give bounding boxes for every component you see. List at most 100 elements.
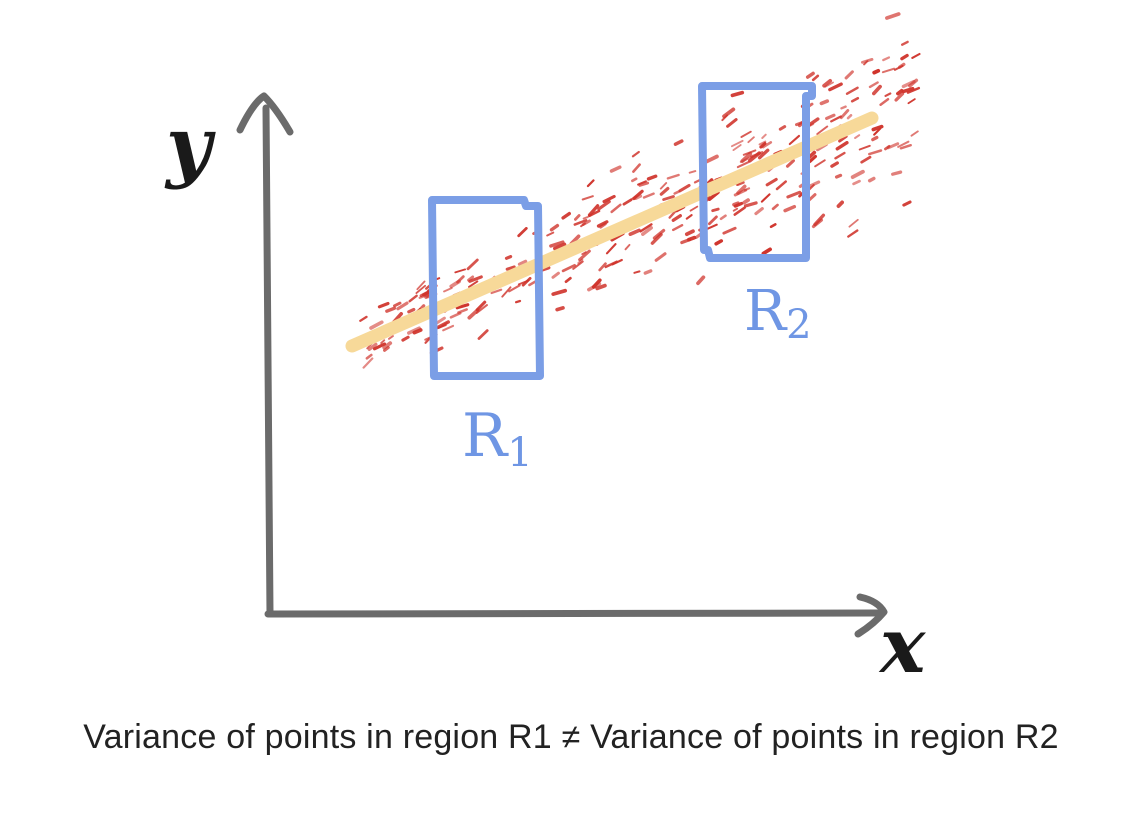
data-point bbox=[894, 92, 905, 102]
data-point bbox=[654, 252, 667, 262]
data-point bbox=[599, 222, 607, 229]
data-point bbox=[881, 67, 895, 74]
data-point bbox=[632, 189, 644, 201]
data-point bbox=[834, 151, 846, 160]
data-point bbox=[546, 231, 555, 237]
data-point bbox=[408, 294, 418, 303]
data-point bbox=[730, 90, 745, 98]
data-point bbox=[685, 214, 693, 220]
data-point bbox=[505, 265, 516, 271]
data-point bbox=[564, 276, 572, 284]
data-point bbox=[561, 263, 576, 273]
data-point bbox=[901, 86, 915, 94]
data-point bbox=[551, 288, 568, 296]
data-point bbox=[696, 275, 706, 286]
data-point bbox=[867, 176, 876, 183]
data-point bbox=[884, 144, 891, 151]
data-point bbox=[587, 281, 602, 292]
data-point bbox=[553, 242, 567, 251]
data-point bbox=[639, 223, 653, 233]
data-point bbox=[819, 99, 830, 106]
data-point bbox=[743, 201, 758, 208]
data-point bbox=[415, 284, 427, 295]
data-point bbox=[811, 218, 824, 229]
data-point bbox=[680, 237, 692, 245]
data-point bbox=[449, 311, 462, 319]
data-point bbox=[396, 301, 409, 311]
data-point bbox=[873, 127, 882, 136]
data-point bbox=[757, 148, 770, 160]
data-point bbox=[714, 239, 724, 246]
data-point bbox=[805, 71, 815, 79]
data-point bbox=[678, 183, 691, 193]
data-point bbox=[611, 258, 623, 266]
data-point bbox=[501, 286, 512, 298]
data-point bbox=[816, 125, 829, 135]
caption: Variance of points in region R1 ≠ Varian… bbox=[83, 718, 1059, 756]
region-r2-label-sub: 2 bbox=[786, 302, 811, 348]
data-point bbox=[910, 130, 919, 137]
data-point bbox=[871, 84, 882, 96]
data-point bbox=[872, 68, 881, 75]
data-point bbox=[549, 240, 565, 248]
data-point bbox=[577, 258, 584, 265]
data-point bbox=[382, 341, 393, 350]
data-point bbox=[788, 134, 801, 146]
data-point bbox=[726, 118, 738, 128]
data-point bbox=[412, 328, 423, 335]
data-point bbox=[736, 184, 747, 195]
data-point bbox=[760, 193, 771, 203]
data-point bbox=[631, 150, 640, 158]
data-point bbox=[893, 64, 904, 71]
data-point bbox=[785, 159, 795, 168]
data-point bbox=[732, 201, 740, 207]
data-point bbox=[825, 113, 836, 120]
data-point bbox=[490, 288, 503, 295]
data-point bbox=[822, 78, 833, 88]
data-point bbox=[891, 170, 903, 176]
data-point bbox=[643, 269, 653, 275]
data-point bbox=[863, 60, 869, 66]
data-point bbox=[514, 299, 522, 304]
y-axis bbox=[262, 104, 274, 618]
region-r1-label-sub: 1 bbox=[507, 430, 532, 476]
data-point bbox=[733, 201, 744, 208]
data-point bbox=[456, 275, 465, 284]
data-point bbox=[468, 280, 479, 288]
data-point bbox=[708, 215, 718, 226]
data-point bbox=[721, 114, 729, 122]
data-point bbox=[549, 223, 560, 232]
data-point bbox=[808, 180, 821, 188]
data-point bbox=[759, 141, 767, 149]
scatter-points bbox=[354, 12, 921, 369]
data-point bbox=[365, 353, 373, 360]
region-r1-box bbox=[428, 196, 544, 380]
data-point bbox=[689, 205, 699, 212]
data-point bbox=[897, 140, 910, 148]
data-point bbox=[622, 198, 633, 206]
data-point bbox=[839, 109, 850, 120]
data-point bbox=[747, 136, 755, 144]
data-point bbox=[765, 177, 778, 187]
data-point bbox=[711, 207, 720, 213]
data-point bbox=[633, 270, 641, 274]
data-point bbox=[662, 195, 675, 202]
data-point bbox=[416, 280, 426, 291]
data-point bbox=[602, 194, 616, 204]
data-point bbox=[736, 160, 750, 169]
data-point bbox=[666, 173, 680, 180]
data-point bbox=[858, 144, 871, 151]
data-point bbox=[372, 342, 387, 351]
data-point bbox=[595, 283, 607, 291]
data-point bbox=[609, 165, 622, 173]
data-point bbox=[671, 214, 682, 222]
data-point bbox=[572, 260, 584, 270]
data-point bbox=[743, 187, 751, 192]
data-point bbox=[477, 329, 489, 340]
data-point bbox=[688, 170, 697, 174]
data-point bbox=[587, 204, 600, 217]
data-point bbox=[659, 186, 670, 196]
data-point bbox=[899, 143, 912, 150]
data-point bbox=[907, 98, 916, 105]
